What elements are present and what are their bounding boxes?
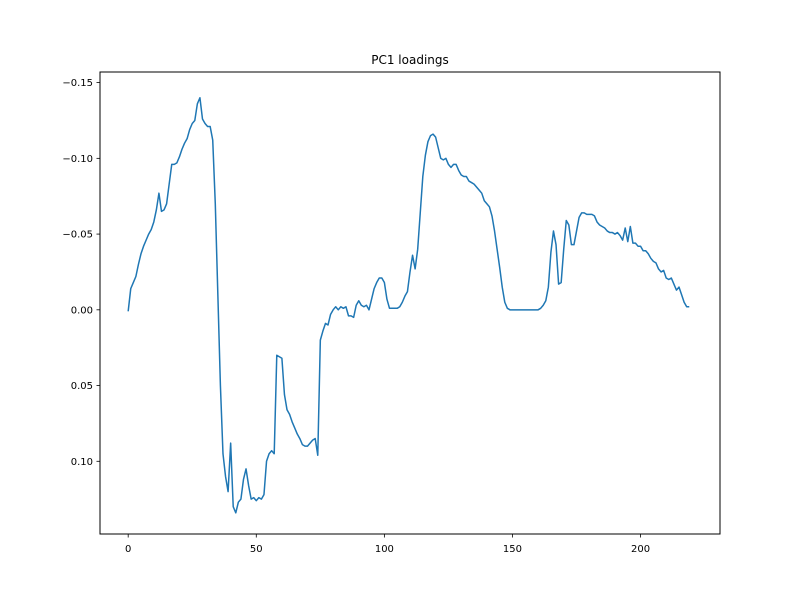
x-tick-label: 200 bbox=[631, 544, 650, 555]
x-axis: 0 50 100 150 200 bbox=[125, 534, 650, 555]
y-tick-label: −0.10 bbox=[62, 154, 93, 165]
chart-title: PC1 loadings bbox=[371, 53, 449, 67]
y-tick-label: −0.05 bbox=[62, 230, 93, 241]
series-layer bbox=[127, 97, 690, 514]
plot-area bbox=[99, 71, 721, 535]
series-line-1 bbox=[127, 97, 690, 514]
x-tick-label: 0 bbox=[125, 544, 131, 555]
y-tick-label: −0.15 bbox=[62, 78, 93, 89]
y-tick-label: 0.05 bbox=[71, 381, 93, 392]
x-tick-label: 50 bbox=[250, 544, 263, 555]
x-tick-label: 150 bbox=[503, 544, 522, 555]
y-tick-label: 0.10 bbox=[71, 457, 93, 468]
y-axis: −0.15 −0.10 −0.05 0.00 0.05 0.10 bbox=[62, 78, 100, 468]
x-tick-label: 100 bbox=[375, 544, 394, 555]
y-tick-label: 0.00 bbox=[71, 305, 93, 316]
axes-frame bbox=[99, 71, 721, 535]
